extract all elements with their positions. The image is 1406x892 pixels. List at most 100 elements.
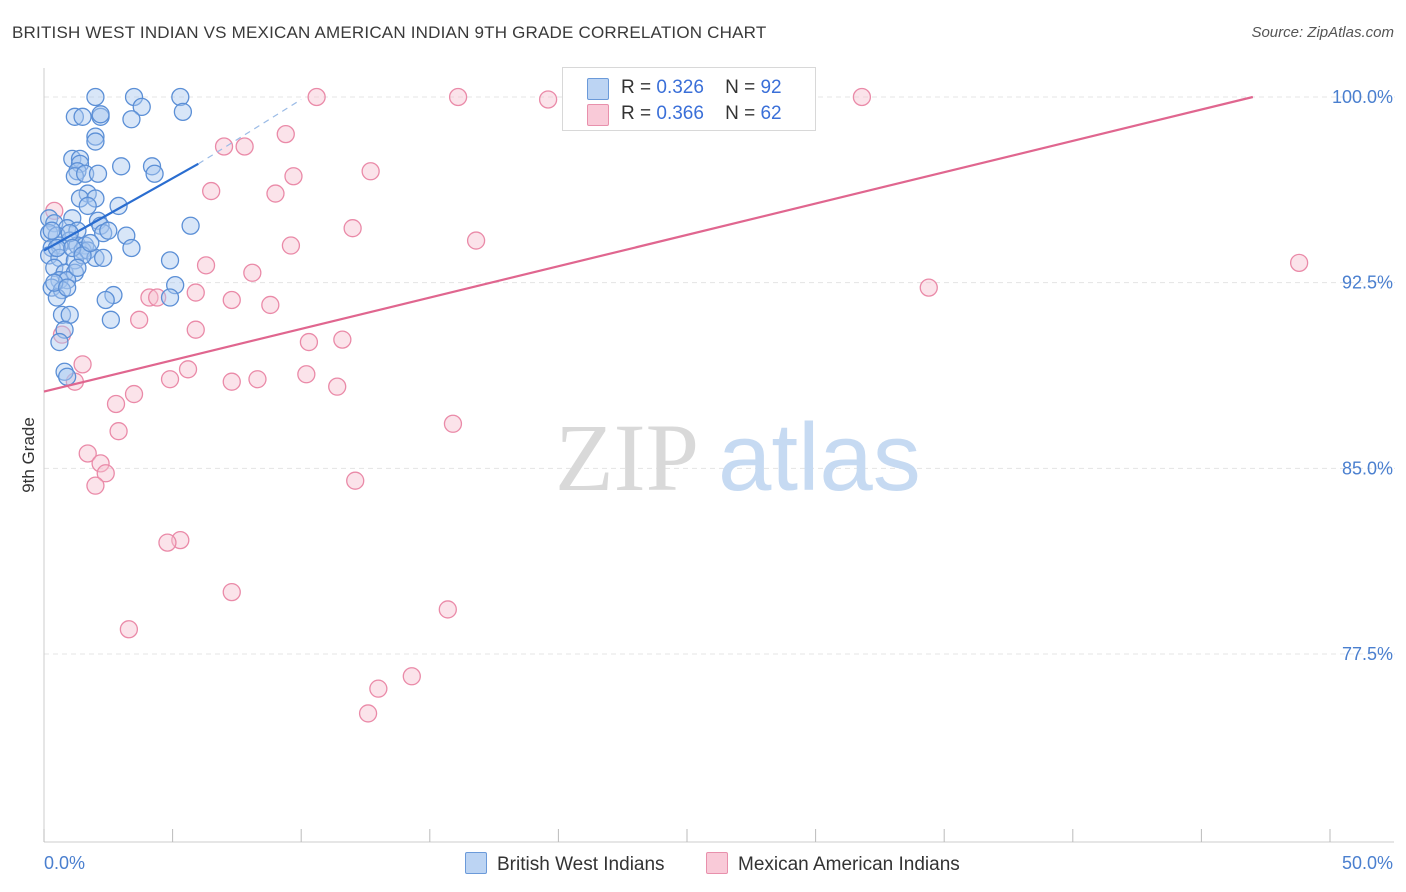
legend-r-value-pink: 0.366	[656, 103, 704, 124]
point-mexican-american-indians	[538, 90, 558, 109]
y-axis-title: 9th Grade	[19, 417, 38, 493]
point-british-west-indians	[181, 216, 200, 235]
point-mexican-american-indians	[222, 582, 241, 602]
point-mexican-american-indians	[91, 454, 110, 473]
point-mexican-american-indians	[1289, 253, 1309, 273]
trend-line-mexican-american-indians	[43, 95, 1254, 393]
point-british-west-indians	[160, 251, 180, 270]
point-british-west-indians	[124, 87, 144, 107]
point-british-west-indians	[86, 132, 105, 151]
legend-r-label: R =	[621, 77, 652, 98]
axes	[43, 68, 1394, 843]
series-mexican-american-indians	[45, 87, 1309, 723]
point-mexican-american-indians	[284, 167, 303, 186]
y-tick-label: 77.5%	[1342, 644, 1393, 664]
legend-n-label: N =	[725, 103, 756, 124]
chart-title: BRITISH WEST INDIAN VS MEXICAN AMERICAN …	[12, 23, 767, 42]
point-mexican-american-indians	[248, 370, 267, 389]
point-mexican-american-indians	[96, 464, 115, 483]
point-mexican-american-indians	[119, 620, 139, 639]
point-mexican-american-indians	[448, 87, 468, 107]
point-mexican-american-indians	[148, 288, 167, 307]
point-british-west-indians	[112, 157, 131, 176]
point-mexican-american-indians	[266, 184, 285, 203]
point-british-west-indians	[55, 362, 74, 381]
point-mexican-american-indians	[186, 283, 205, 302]
trend-lines	[43, 95, 1254, 393]
point-mexican-american-indians	[919, 278, 938, 297]
point-british-west-indians	[65, 263, 85, 282]
point-british-west-indians	[81, 233, 100, 253]
point-mexican-american-indians	[333, 330, 352, 349]
point-mexican-american-indians	[196, 256, 216, 275]
x-tick-label-min: 0.0%	[44, 853, 85, 873]
watermark-atlas: atlas	[718, 404, 921, 511]
legend-n-label: N =	[725, 77, 756, 98]
point-british-west-indians	[86, 87, 105, 107]
x-tick-label-max: 50.0%	[1342, 853, 1393, 873]
y-tick-label: 92.5%	[1342, 273, 1393, 293]
legend-n-value-pink: 62	[760, 103, 782, 124]
point-mexican-american-indians	[297, 365, 316, 384]
bottom-legend-british-west-indians: British West Indians	[465, 852, 665, 876]
point-british-west-indians	[99, 221, 118, 240]
correlation-legend: R = 0.326 N = 92 R = 0.366 N = 62	[562, 67, 816, 131]
grid-lines	[44, 96, 1395, 655]
point-mexican-american-indians	[158, 533, 177, 552]
point-british-west-indians	[78, 196, 97, 216]
point-mexican-american-indians	[78, 444, 97, 463]
point-british-west-indians	[73, 107, 92, 126]
point-british-west-indians	[101, 310, 121, 329]
point-british-west-indians	[52, 305, 72, 324]
point-mexican-american-indians	[281, 236, 301, 255]
legend-swatch-blue	[587, 78, 609, 100]
bottom-legend-label-blue: British West Indians	[497, 854, 665, 875]
point-british-west-indians	[94, 248, 113, 268]
y-tick-label: 85.0%	[1342, 458, 1393, 478]
point-british-west-indians	[145, 164, 164, 183]
watermark-zip: ZIP	[555, 404, 699, 511]
point-british-west-indians	[171, 87, 190, 107]
point-british-west-indians	[122, 238, 141, 258]
point-mexican-american-indians	[52, 325, 72, 344]
legend-r-value-blue: 0.326	[656, 77, 704, 98]
point-british-west-indians	[173, 102, 193, 122]
point-british-west-indians	[70, 189, 90, 208]
bottom-legend-swatch-blue	[465, 852, 487, 874]
point-mexican-american-indians	[852, 87, 872, 107]
point-mexican-american-indians	[443, 414, 463, 433]
point-british-west-indians	[88, 164, 108, 183]
legend-swatch-pink	[587, 104, 609, 126]
point-mexican-american-indians	[86, 476, 105, 495]
point-mexican-american-indians	[466, 231, 486, 250]
point-mexican-american-indians	[243, 263, 262, 282]
point-british-west-indians	[63, 238, 82, 258]
point-mexican-american-indians	[186, 320, 205, 339]
point-british-west-indians	[42, 221, 61, 240]
point-mexican-american-indians	[160, 370, 180, 389]
point-british-west-indians	[78, 241, 97, 260]
point-mexican-american-indians	[109, 422, 128, 441]
point-british-west-indians	[86, 189, 105, 208]
point-mexican-american-indians	[214, 137, 234, 156]
point-british-west-indians	[86, 127, 105, 146]
point-mexican-american-indians	[124, 384, 144, 404]
point-mexican-american-indians	[178, 360, 198, 379]
point-british-west-indians	[142, 157, 162, 176]
point-mexican-american-indians	[307, 87, 326, 107]
bottom-legend-label-pink: Mexican American Indians	[738, 854, 960, 875]
point-british-west-indians	[57, 367, 77, 386]
point-mexican-american-indians	[343, 219, 362, 238]
point-mexican-american-indians	[222, 372, 241, 391]
point-mexican-american-indians	[361, 162, 380, 181]
point-british-west-indians	[96, 290, 115, 310]
series-british-west-indians	[39, 87, 200, 386]
bottom-legend-swatch-pink	[706, 852, 728, 874]
point-mexican-american-indians	[358, 704, 378, 723]
point-mexican-american-indians	[235, 137, 254, 156]
point-mexican-american-indians	[202, 181, 221, 201]
bottom-legend-mexican-american-indians: Mexican American Indians	[706, 852, 960, 876]
point-british-west-indians	[122, 110, 141, 129]
point-mexican-american-indians	[369, 679, 388, 698]
